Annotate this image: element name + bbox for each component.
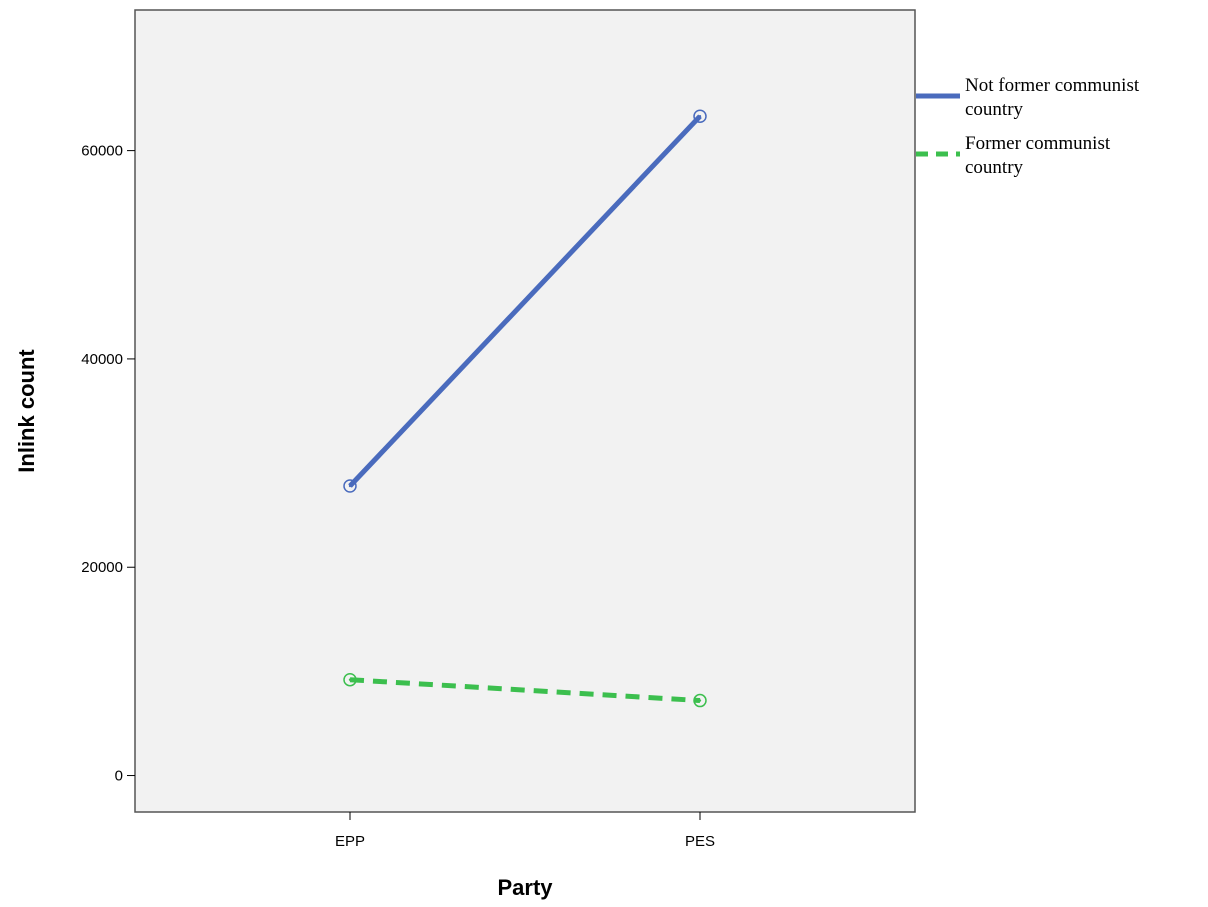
y-tick-label: 0 xyxy=(115,768,123,785)
y-tick-label: 60000 xyxy=(81,143,123,160)
plot-area xyxy=(134,9,916,813)
series-point-marker xyxy=(343,672,357,687)
series-line xyxy=(348,114,702,488)
legend: Not former communist country Former commun… xyxy=(916,75,1140,178)
series-point-marker xyxy=(693,109,707,123)
series-point-center xyxy=(348,678,352,681)
legend-label: country xyxy=(965,99,1024,120)
x-tick-label: PES xyxy=(685,833,715,850)
series-line xyxy=(349,677,701,704)
x-tick-label: EPP xyxy=(335,833,365,850)
y-axis: 0 20000 40000 60000 xyxy=(81,143,135,785)
legend-label: Not former communist xyxy=(965,75,1140,96)
y-axis-title: Inlink count xyxy=(14,349,39,473)
series-point-center xyxy=(698,115,702,118)
series-point-marker xyxy=(693,693,707,708)
series-point-center xyxy=(698,699,702,702)
y-tick-label: 40000 xyxy=(81,351,123,368)
series-point-center xyxy=(348,484,352,488)
x-axis: EPP PES xyxy=(335,812,715,850)
legend-label: country xyxy=(965,157,1024,178)
series-point-marker xyxy=(343,479,357,493)
legend-label: Former communist xyxy=(965,133,1111,154)
y-tick-label: 20000 xyxy=(81,559,123,576)
series-layer xyxy=(343,109,707,708)
x-axis-title: Party xyxy=(497,875,553,900)
